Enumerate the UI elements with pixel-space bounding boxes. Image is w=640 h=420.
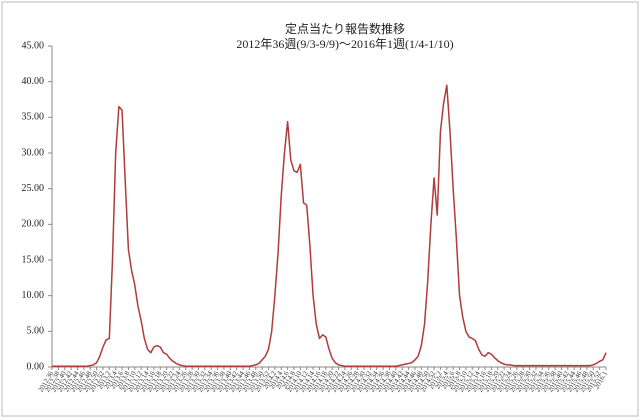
y-tick-label: 40.00 bbox=[22, 76, 45, 87]
y-tick-label: 35.00 bbox=[22, 112, 45, 123]
y-tick-label: 5.00 bbox=[27, 326, 45, 337]
y-tick-label: 30.00 bbox=[22, 147, 45, 158]
y-tick-label: 45.00 bbox=[22, 40, 45, 51]
chart-title: 定点当たり報告数推移 bbox=[285, 21, 405, 36]
y-tick-label: 15.00 bbox=[22, 254, 45, 265]
chart-subtitle: 2012年36週(9/3-9/9)～2016年1週(1/4-1/10) bbox=[236, 37, 453, 51]
y-tick-label: 25.00 bbox=[22, 183, 45, 194]
y-tick-label: 10.00 bbox=[22, 290, 45, 301]
y-tick-label: 20.00 bbox=[22, 219, 45, 230]
data-line bbox=[52, 84, 607, 368]
y-tick-label: 0.00 bbox=[27, 361, 45, 372]
